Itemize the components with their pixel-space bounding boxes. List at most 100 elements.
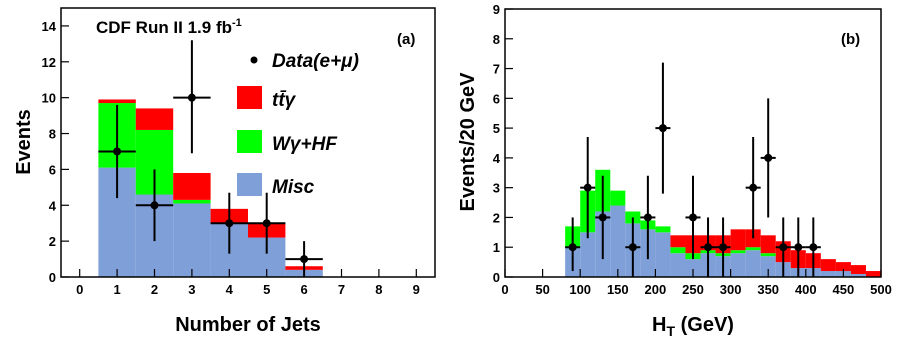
panel-a-x-tick-label-3: 3 — [188, 282, 195, 297]
panel-b-y-tick-label-9: 9 — [493, 2, 500, 17]
panel-b-data-points — [565, 62, 821, 277]
panel-b-bar-misc-17 — [820, 271, 836, 277]
panel-b-bar-whf-6 — [655, 226, 671, 233]
panel-b-label: (b) — [841, 31, 860, 48]
panel-a-x-tick-label-4: 4 — [226, 282, 234, 297]
panel-b-x-tick-label-2: 100 — [569, 282, 591, 297]
panel-a-y-tick-label-0: 0 — [49, 270, 56, 285]
panel-b-data-point-0 — [568, 243, 577, 252]
legend-ttgamma-label: tt̄γ — [272, 90, 297, 111]
panel-b-bar-tt-17 — [820, 259, 836, 272]
panel-a-frame — [60, 7, 436, 278]
panel-b-y-tick-label-1: 1 — [493, 240, 500, 255]
panel-b-y-tick-label-4: 4 — [493, 151, 501, 166]
panel-b-bar-tt-20 — [865, 271, 881, 277]
panel-b-x-tick-label-10: 500 — [870, 282, 892, 297]
panel-a-x-tick-label-7: 7 — [338, 282, 345, 297]
panel-b-x-tick-label-4: 200 — [645, 282, 667, 297]
panel-a-y-label: Events — [13, 109, 35, 175]
panel-b-y-tick-label-2: 2 — [493, 210, 500, 225]
panel-a-y-tick-label-4: 8 — [49, 127, 56, 142]
legend-misc-label: Misc — [272, 177, 315, 198]
panel-b-x-tick-label-8: 400 — [795, 282, 817, 297]
panel-b-x-tick-label-3: 150 — [607, 282, 629, 297]
panel-b-bar-misc-8 — [685, 259, 701, 277]
panel-b-x-tick-label-1: 50 — [535, 282, 549, 297]
panel-b-bar-misc-7 — [670, 253, 686, 277]
panel-b-x-tick-label-9: 450 — [833, 282, 855, 297]
panel-b-data-point-11 — [779, 243, 788, 252]
panel-a-label: (a) — [397, 31, 415, 48]
panel-b-bar-misc-13 — [760, 256, 776, 277]
panel-a-bar-tt-2 — [173, 172, 211, 200]
panel-b-bar-whf-11 — [730, 250, 746, 254]
panel-b-bar-tt-7 — [670, 235, 686, 248]
panel-b-data-point-7 — [704, 243, 713, 252]
legend-data-marker — [250, 56, 258, 64]
panel-b-y-label: Events/20 GeV — [457, 72, 479, 212]
panel-b-data-point-1 — [583, 183, 592, 192]
panel-b-bar-misc-12 — [745, 250, 761, 277]
panel-b-bar-whf-13 — [760, 253, 776, 257]
panel-b-x-tick-label-0: 0 — [501, 282, 508, 297]
panel-b-data-point-3 — [628, 243, 637, 252]
panel-b-y-tick-label-3: 3 — [493, 181, 500, 196]
panel-b-data-point-4 — [643, 213, 652, 222]
panel-b-bar-tt-11 — [730, 229, 746, 251]
panel-a-x-tick-label-2: 2 — [151, 282, 158, 297]
panel-a-title: CDF Run II 1.9 fb-1 — [96, 17, 242, 37]
panel-b-y-tick-label-0: 0 — [493, 270, 500, 285]
panel-a-data-point-0 — [113, 147, 122, 156]
panel-b-bar-misc-11 — [730, 253, 746, 277]
panel-a-x-tick-label-1: 1 — [113, 282, 120, 297]
panel-b-x-tick-label-5: 250 — [682, 282, 704, 297]
panel-a-y-tick-label-2: 4 — [49, 198, 57, 213]
legend-data-label: Data(e+μ) — [272, 51, 359, 72]
panel-b-y-tick-label-5: 5 — [493, 121, 500, 136]
panel-a-data-point-3 — [225, 219, 234, 228]
panel-b-bar-whf-7 — [670, 247, 686, 254]
panel-b-data-point-2 — [598, 213, 607, 222]
legend-wgamma-swatch — [237, 130, 262, 153]
panel-b-data-point-10 — [764, 153, 773, 162]
panel-b-x-tick-label-7: 350 — [757, 282, 779, 297]
panel-b-bar-tt-18 — [835, 262, 851, 272]
panel-b-y-tick-label-8: 8 — [493, 32, 500, 47]
panel-a-data-point-1 — [150, 201, 159, 210]
panel-a-x-tick-label-6: 6 — [300, 282, 307, 297]
panel-a-y-tick-label-7: 14 — [42, 19, 57, 34]
panel-b-bar-misc-19 — [850, 274, 866, 277]
legend-ttgamma-swatch — [237, 86, 262, 109]
panel-a-x-tick-label-0: 0 — [76, 282, 83, 297]
panel-b: 0 50 100 150 200 250 300 350 400 450 500 0 1 2 3 4 5 6 7 8… — [457, 2, 892, 339]
panel-b-x-ticks: 0 50 100 150 200 250 300 350 400 450 500 — [501, 269, 892, 297]
panel-a-bar-misc-2 — [173, 203, 211, 277]
panel-b-y-ticks: 0 1 2 3 4 5 6 7 8 9 — [493, 2, 513, 285]
panel-b-bar-misc-1 — [580, 232, 596, 277]
panel-b-bar-misc-3 — [610, 205, 626, 277]
legend: Data(e+μ) tt̄γ Wγ+HF Misc — [237, 51, 359, 198]
panel-b-bar-misc-6 — [655, 232, 671, 277]
panel-a-y-tick-label-3: 6 — [49, 162, 56, 177]
panel-b-data-point-9 — [749, 183, 758, 192]
panel-a-y-tick-label-5: 10 — [42, 91, 56, 106]
panel-b-bar-whf-12 — [745, 247, 761, 251]
legend-wgamma-label: Wγ+HF — [272, 134, 338, 155]
panel-a-bar-tt-0 — [98, 99, 136, 104]
panel-b-data-point-13 — [809, 243, 818, 252]
panel-b-bar-tt-19 — [850, 265, 866, 275]
panel-b-data-point-8 — [719, 243, 728, 252]
panel-a-y-tick-label-1: 2 — [49, 234, 56, 249]
panel-a-data-point-4 — [262, 219, 271, 228]
panel-b-y-tick-label-7: 7 — [493, 62, 500, 77]
panel-a-data-point-5 — [300, 255, 309, 264]
panel-a-bar-tt-1 — [135, 108, 174, 130]
panel-a-x-tick-label-8: 8 — [375, 282, 382, 297]
panel-a-x-tick-label-5: 5 — [263, 282, 270, 297]
panel-b-x-label: HT (GeV) — [652, 314, 734, 337]
panel-a-x-tick-label-9: 9 — [413, 282, 420, 297]
panel-b-x-tick-label-6: 300 — [720, 282, 742, 297]
